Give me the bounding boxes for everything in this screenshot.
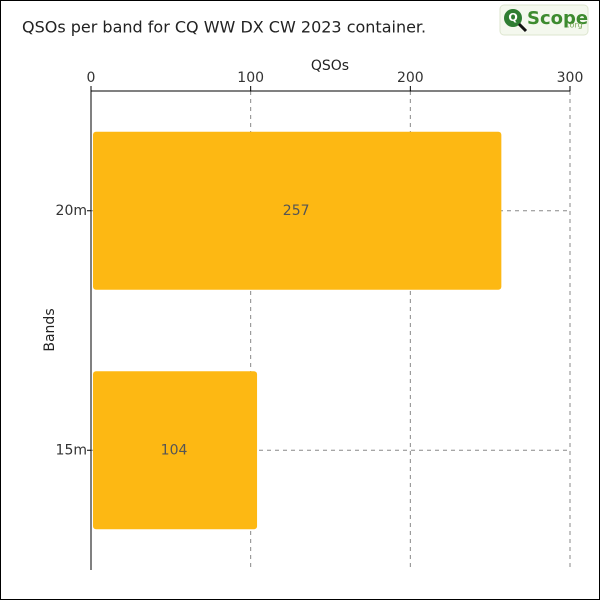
x-tick-label: 200: [397, 70, 424, 86]
bar: [93, 131, 502, 290]
logo-mark: Q: [508, 11, 517, 24]
x-tick-label: 300: [557, 70, 584, 86]
x-tick-label: 100: [237, 70, 264, 86]
y-tick-label: 15m: [56, 442, 87, 458]
logo-circle: [504, 9, 522, 27]
y-axis-label: Bands: [42, 308, 58, 351]
logo: Q Scope .org: [499, 4, 589, 36]
logo-suffix: .org: [567, 21, 583, 30]
y-tick-label: 20m: [56, 203, 87, 219]
logo-handle: [517, 22, 528, 33]
value-label: 104: [161, 442, 188, 458]
value-label: 257: [283, 203, 310, 219]
x-tick-label: 0: [87, 70, 96, 86]
x-axis-label: QSOs: [311, 58, 349, 74]
bar: [93, 371, 258, 530]
logo-name: Scope: [527, 8, 588, 29]
chart-title: QSOs per band for CQ WW DX CW 2023 conta…: [22, 18, 426, 37]
